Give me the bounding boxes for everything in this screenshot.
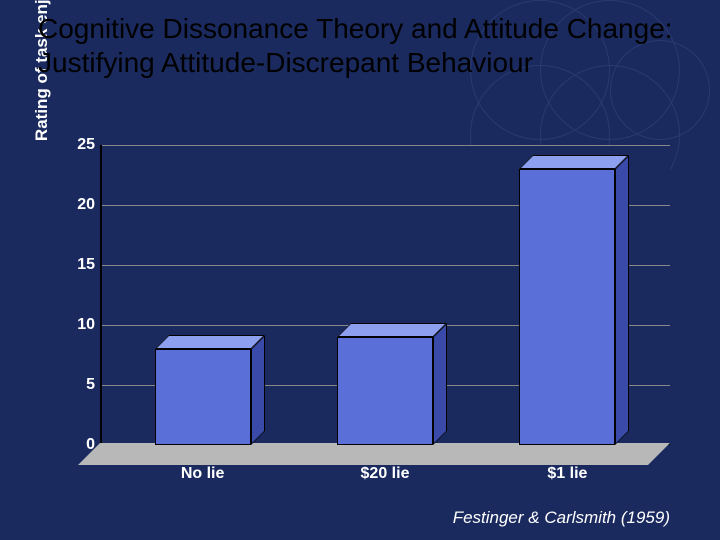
bar-chart: Rating of task enjoyment 0510152025 No l… xyxy=(40,145,680,485)
x-label: No lie xyxy=(181,465,225,483)
plot-floor xyxy=(78,443,670,465)
y-tick: 25 xyxy=(77,136,95,154)
y-tick: 20 xyxy=(77,196,95,214)
citation-text: Festinger & Carlsmith (1959) xyxy=(453,508,670,528)
x-label: $20 lie xyxy=(361,465,410,483)
y-axis-ticks: 0510152025 xyxy=(60,145,95,445)
bar xyxy=(519,169,615,445)
y-tick: 10 xyxy=(77,316,95,334)
bars-container xyxy=(100,145,670,445)
y-tick: 15 xyxy=(77,256,95,274)
y-tick: 5 xyxy=(86,376,95,394)
plot-area xyxy=(100,145,670,445)
bar xyxy=(337,337,433,445)
x-label: $1 lie xyxy=(547,465,587,483)
bar xyxy=(155,349,251,445)
slide-title: Cognitive Dissonance Theory and Attitude… xyxy=(38,12,678,79)
